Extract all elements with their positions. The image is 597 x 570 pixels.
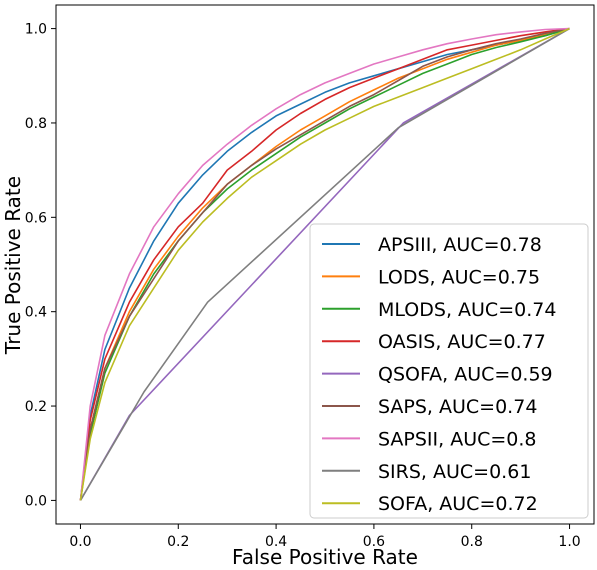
- legend-entry: SIRS, AUC=0.61: [378, 461, 531, 483]
- x-tick-label: 1.0: [558, 534, 580, 550]
- x-tick-label: 0.6: [363, 534, 385, 550]
- y-tick-label: 0.8: [25, 116, 47, 132]
- legend-entry: QSOFA, AUC=0.59: [378, 364, 553, 386]
- plot-frame: [55, 4, 595, 525]
- y-tick-label: 1.0: [25, 22, 47, 38]
- x-tick-label: 0.0: [69, 534, 91, 550]
- legend-entry: APSIII, AUC=0.78: [378, 234, 542, 256]
- x-axis-ticks: 0.0 0.2 0.4 0.6 0.8 1.0: [69, 524, 581, 550]
- y-tick-label: 0.2: [25, 399, 47, 415]
- y-tick-label: 0.4: [25, 305, 47, 321]
- legend-entry: SOFA, AUC=0.72: [378, 493, 538, 515]
- x-tick-label: 0.2: [167, 534, 189, 550]
- series-line-saps: [79, 27, 570, 501]
- legend-box: [309, 223, 589, 519]
- legend-entry: SAPS, AUC=0.74: [378, 396, 537, 418]
- y-tick-label: 0.0: [25, 493, 47, 509]
- series-line-mlods: [79, 27, 570, 501]
- y-axis-ticks: 0.0 0.2 0.4 0.6 0.8 1.0: [25, 22, 56, 509]
- series-line-oasis: [79, 27, 570, 501]
- legend-entry: MLODS, AUC=0.74: [378, 299, 556, 321]
- series-line-sirs: [79, 27, 570, 501]
- y-tick-label: 0.6: [25, 210, 47, 226]
- series-lines: [79, 27, 570, 501]
- series-line-sofa: [79, 27, 570, 501]
- series-line-sapsii: [79, 27, 570, 501]
- x-tick-label: 0.8: [461, 534, 483, 550]
- legend-entry: LODS, AUC=0.75: [378, 266, 540, 288]
- x-axis-label: False Positive Rate: [232, 545, 418, 569]
- legend: APSIII, AUC=0.78 LODS, AUC=0.75 MLODS, AUC…: [309, 223, 589, 519]
- legend-entry: OASIS, AUC=0.77: [378, 331, 546, 353]
- x-tick-label: 0.4: [265, 534, 287, 550]
- legend-entry: SAPSII, AUC=0.8: [378, 428, 537, 450]
- y-axis-label: True Positive Rate: [1, 176, 25, 355]
- series-line-lods: [79, 27, 570, 501]
